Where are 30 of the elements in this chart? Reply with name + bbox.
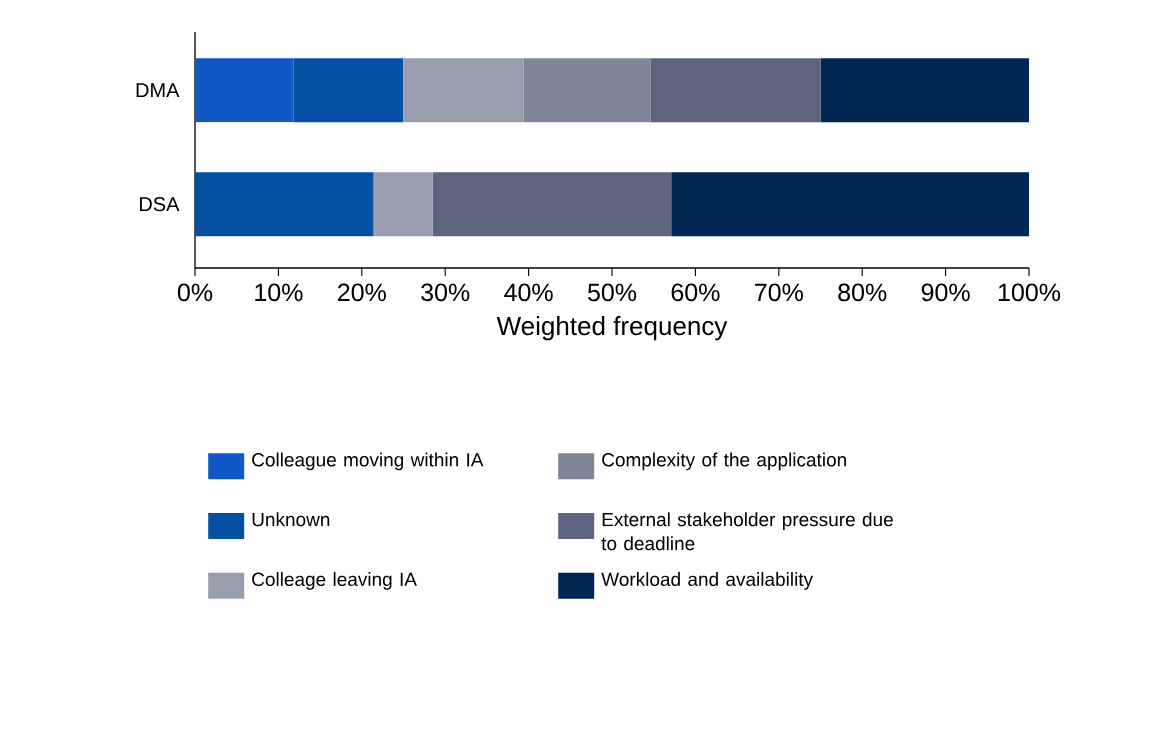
legend-label: Complexity of the application xyxy=(602,452,846,471)
x-tick-label: 40% xyxy=(504,283,553,302)
x-tick-label: 20% xyxy=(338,283,386,302)
bar xyxy=(671,172,1030,237)
x-tick-label: 50% xyxy=(587,283,637,302)
bar xyxy=(403,58,524,123)
x-tick-label: 100% xyxy=(998,283,1061,302)
x-axis-title: Weighted frequency xyxy=(496,316,728,341)
bar xyxy=(820,58,1030,123)
x-tick-label: 60% xyxy=(671,283,720,302)
legend-label: Workload and availability xyxy=(601,572,814,590)
x-tick-label: 90% xyxy=(921,283,970,302)
x-tick-label: 10% xyxy=(255,283,303,302)
bar xyxy=(373,172,433,237)
legend-label: Unknown xyxy=(252,512,330,527)
bar xyxy=(432,172,672,237)
x-tick-label: 70% xyxy=(755,283,803,302)
y-tick-label: DMA xyxy=(136,83,180,98)
x-tick-label: 0% xyxy=(177,283,213,302)
legend-label: External stakeholder pressure due to deadline xyxy=(601,512,893,551)
y-tick-label: DSA xyxy=(139,197,180,212)
legend-label: Colleague moving within IA xyxy=(252,452,484,471)
bar xyxy=(293,58,404,123)
bar xyxy=(650,58,821,123)
x-tick-label: 80% xyxy=(838,283,887,302)
x-tick-label: 30% xyxy=(421,283,470,302)
bar xyxy=(195,58,294,123)
bar xyxy=(523,58,651,123)
bar xyxy=(195,172,374,237)
legend-label: Colleage leaving IA xyxy=(252,572,417,590)
